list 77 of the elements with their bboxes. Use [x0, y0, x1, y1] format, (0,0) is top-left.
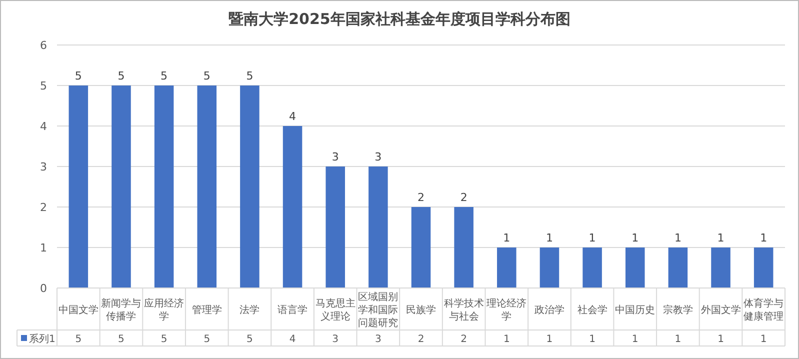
y-tick-label: 3 — [40, 160, 47, 174]
bar — [711, 248, 730, 288]
x-tick-label: 民族学 — [406, 304, 436, 316]
x-tick-label: 理论经济学 — [486, 298, 527, 322]
text: 3 — [374, 150, 382, 164]
text: 1 — [632, 232, 639, 244]
x-tick-label: 语言学 — [278, 304, 308, 316]
data-label: 3 — [332, 334, 339, 345]
x-tick-label: 法学 — [240, 304, 260, 316]
data-label: 1 — [546, 334, 553, 345]
y-tick-label: 4 — [40, 120, 47, 133]
chart-title: 暨南大学2025年国家社科基金年度项目学科分布图 — [228, 10, 570, 28]
bar — [754, 248, 774, 288]
x-tick-label: 应用经济学 — [144, 298, 184, 322]
x-tick-label: 中国文学 — [58, 304, 98, 316]
x-tick-label: 宗教学 — [662, 304, 693, 316]
x-tick-label: 社会学 — [577, 304, 608, 316]
x-tick-label: 政治学 — [534, 304, 564, 316]
data-label: 1 — [503, 334, 510, 345]
text: 1 — [760, 232, 768, 244]
y-tick-label: 2 — [40, 201, 47, 214]
text: 1 — [546, 232, 553, 244]
bar — [197, 86, 217, 288]
bar — [582, 248, 602, 288]
data-label: 1 — [718, 334, 724, 345]
x-tick-label: 中国历史 — [615, 304, 656, 316]
text: 5 — [203, 70, 210, 82]
x-tick-label: 区域国别学和国际问题研究 — [358, 291, 398, 329]
data-label: 3 — [374, 334, 382, 345]
text: 4 — [289, 110, 296, 123]
data-label: 5 — [246, 334, 253, 345]
data-label: 2 — [418, 334, 424, 345]
x-tick-label: 体育学与健康管理 — [744, 298, 784, 322]
text: 2 — [418, 191, 424, 204]
bar — [540, 248, 560, 288]
text: 1 — [717, 232, 724, 244]
data-label: 1 — [632, 334, 638, 345]
bar — [112, 86, 131, 288]
data-label: 1 — [760, 334, 767, 345]
bar — [240, 86, 260, 288]
text: 5 — [74, 70, 82, 82]
bar — [68, 86, 88, 288]
bar — [454, 207, 474, 288]
text: 5 — [118, 70, 125, 82]
bar — [497, 248, 516, 288]
bar — [625, 248, 645, 288]
data-label: 5 — [160, 334, 168, 345]
y-tick-label: 1 — [40, 242, 47, 254]
text: 2 — [460, 191, 468, 204]
legend-label: 系列1 — [29, 333, 56, 345]
text: 1 — [588, 232, 596, 244]
data-label: 4 — [289, 334, 296, 345]
bar — [282, 126, 302, 288]
x-tick-label: 科学技术与社会 — [444, 298, 484, 322]
y-tick-label: 6 — [40, 39, 47, 52]
x-tick-label: 外国文学 — [700, 304, 741, 316]
data-label: 5 — [118, 334, 124, 345]
bar — [368, 166, 388, 288]
text: 1 — [674, 232, 682, 244]
x-tick-label: 马克思主义理论 — [315, 298, 356, 322]
data-label: 5 — [204, 334, 210, 345]
data-label: 5 — [75, 334, 82, 345]
y-tick-label: 0 — [40, 282, 47, 295]
bar — [326, 166, 345, 288]
bar — [154, 86, 174, 288]
y-tick-label: 5 — [40, 80, 47, 92]
x-tick-label: 新闻学与传播学 — [101, 298, 142, 322]
text: 5 — [160, 70, 168, 82]
text: 5 — [246, 70, 254, 82]
data-label: 2 — [460, 334, 468, 345]
bar — [411, 207, 431, 288]
bar — [668, 248, 688, 288]
x-tick-label: 管理学 — [192, 304, 222, 316]
data-label: 1 — [589, 334, 596, 345]
text: 3 — [332, 150, 339, 164]
text: 1 — [503, 232, 510, 244]
data-label: 1 — [674, 334, 682, 345]
